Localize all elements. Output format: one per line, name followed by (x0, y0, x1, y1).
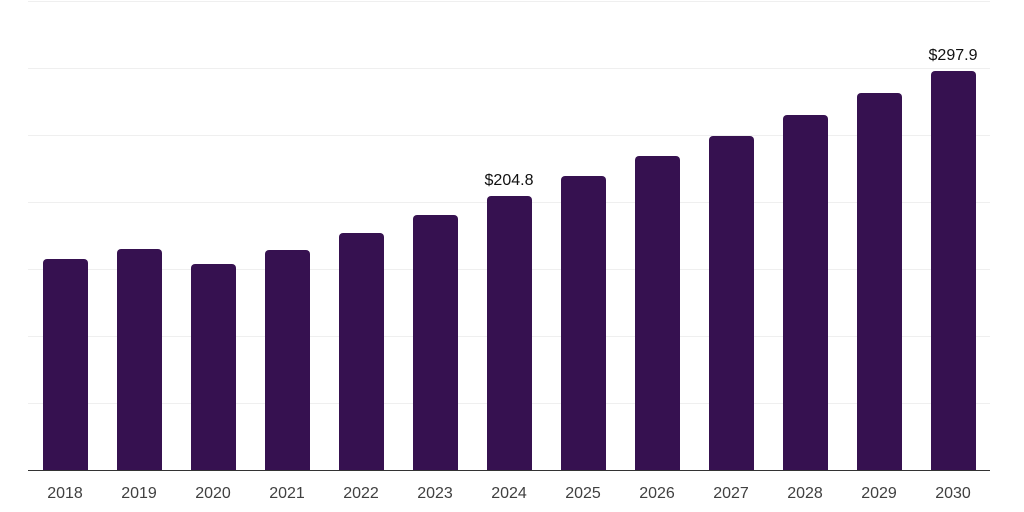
x-tick-2026: 2026 (639, 485, 675, 502)
gridline-300 (28, 68, 990, 69)
x-tick-2018: 2018 (47, 485, 83, 502)
x-tick-2019: 2019 (121, 485, 157, 502)
bar-2023 (412, 214, 458, 470)
bar-2019 (116, 248, 162, 470)
bar-2018 (42, 258, 88, 470)
x-tick-2028: 2028 (787, 485, 823, 502)
bar-2021 (264, 249, 310, 470)
x-tick-2024: 2024 (491, 485, 527, 502)
x-tick-2030: 2030 (935, 485, 971, 502)
x-tick-2023: 2023 (417, 485, 453, 502)
bar-2030 (930, 70, 976, 470)
plot-area: $204.8 $297.9 (28, 1, 990, 471)
bar-2024 (486, 195, 532, 470)
bar-2020 (190, 263, 236, 470)
data-label-2030: $297.9 (928, 46, 978, 64)
bar-2029 (856, 93, 902, 470)
x-tick-2027: 2027 (713, 485, 749, 502)
bar-2025 (560, 175, 606, 470)
x-tick-2025: 2025 (565, 485, 601, 502)
x-tick-2020: 2020 (195, 485, 231, 502)
bar-2028 (782, 115, 828, 470)
x-tick-2021: 2021 (269, 485, 305, 502)
x-axis: 2018 2019 2020 2021 2022 2023 2024 2025 2026 2027… (28, 484, 990, 506)
bar-2026 (634, 155, 680, 470)
x-tick-2029: 2029 (861, 485, 897, 502)
bar-2027 (708, 135, 754, 470)
gridline-250 (28, 135, 990, 136)
gridline-350 (28, 1, 990, 2)
bar-2022 (338, 232, 384, 470)
data-label-2024: $204.8 (484, 171, 534, 189)
x-tick-2022: 2022 (343, 485, 379, 502)
